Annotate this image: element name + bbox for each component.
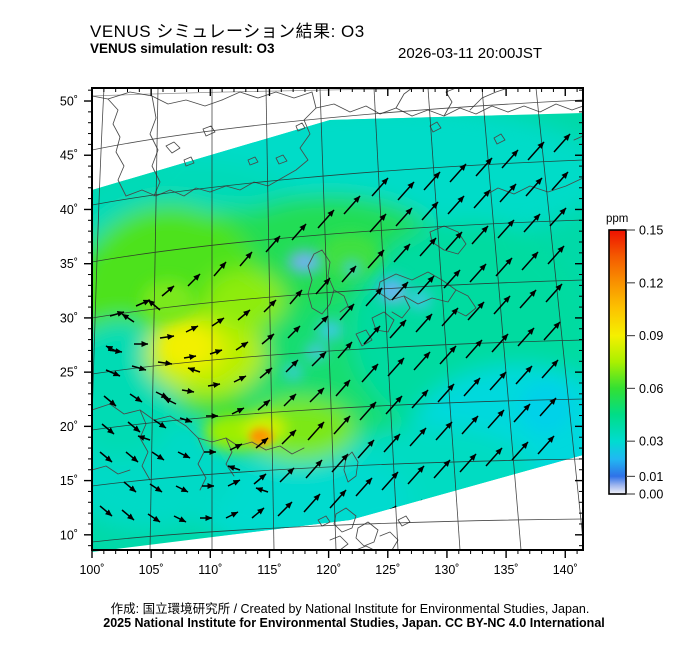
colorbar-tick-label: 0.00 <box>639 488 663 502</box>
x-axis-ticks <box>91 88 578 558</box>
x-axis-tick-labels: 100˚ 105˚ 110˚ 115˚ 120˚ 125˚ 130˚ 135˚ 140˚ <box>79 563 577 577</box>
x-axis-tick-label: 135˚ <box>494 563 519 577</box>
axis-frame <box>91 87 584 551</box>
y-axis-tick-label: 30˚ <box>60 311 78 325</box>
footer-credit-line: 作成: 国立環境研究所 / Created by National Instit… <box>110 602 590 616</box>
y-axis-tick-label: 50˚ <box>60 95 78 109</box>
x-axis-tick-label: 125˚ <box>375 563 400 577</box>
y-axis-ticks <box>84 89 583 547</box>
graticule-grid <box>92 88 583 550</box>
y-axis-tick-label: 10˚ <box>60 528 78 542</box>
colorbar: ppm 0.15 0.12 0.09 0.06 0.03 0.01 0.00 <box>606 213 663 502</box>
colorbar-tick-marks <box>626 229 635 495</box>
y-axis-tick-label: 40˚ <box>60 203 78 217</box>
page-title-english: VENUS simulation result: O3 <box>90 41 275 56</box>
y-axis-tick-labels: 10˚ 15˚ 20˚ 25˚ 30˚ 35˚ 40˚ 45˚ 50˚ <box>60 95 78 543</box>
colorbar-tick-label: 0.09 <box>639 329 663 343</box>
ozone-concentration-field <box>92 113 583 552</box>
y-axis-tick-label: 15˚ <box>60 474 78 488</box>
colorbar-unit-label: ppm <box>606 213 628 225</box>
colorbar-tick-label: 0.12 <box>639 276 663 290</box>
colorbar-tick-label: 0.15 <box>639 224 663 238</box>
x-axis-tick-label: 130˚ <box>434 563 459 577</box>
y-axis-tick-label: 20˚ <box>60 420 78 434</box>
y-axis-tick-label: 25˚ <box>60 366 78 380</box>
colorbar-tick-label: 0.06 <box>639 382 663 396</box>
footer-license-line: 2025 National Institute for Environmenta… <box>103 616 605 630</box>
colorbar-tick-labels: 0.15 0.12 0.09 0.06 0.03 0.01 0.00 <box>639 224 663 502</box>
y-axis-tick-label: 35˚ <box>60 257 78 271</box>
x-axis-tick-label: 115˚ <box>257 563 281 577</box>
colorbar-tick-label: 0.03 <box>639 435 663 449</box>
x-axis-tick-label: 105˚ <box>139 563 164 577</box>
colorbar-tick-label: 0.01 <box>639 470 663 484</box>
coastline-overlay <box>92 88 583 550</box>
page-title-japanese: VENUS シミュレーション結果: O3 <box>90 22 365 41</box>
y-axis-tick-label: 45˚ <box>60 149 78 163</box>
x-axis-tick-label: 100˚ <box>79 563 104 577</box>
timestamp-label: 2026-03-11 20:00JST <box>398 45 542 62</box>
x-axis-tick-label: 120˚ <box>316 563 341 577</box>
x-axis-tick-label: 140˚ <box>553 563 578 577</box>
wind-vector-overlay <box>99 133 579 525</box>
x-axis-tick-label: 110˚ <box>198 563 222 577</box>
colorbar-gradient <box>608 229 627 495</box>
